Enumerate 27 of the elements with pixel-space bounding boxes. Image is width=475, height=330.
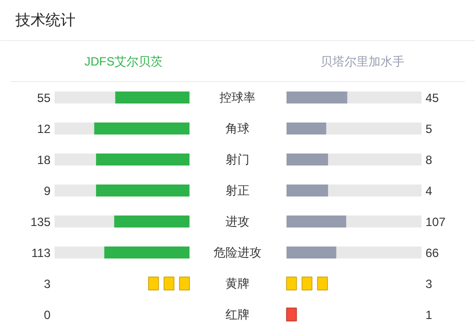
category-label: 进攻: [226, 214, 250, 228]
data-label: 12: [37, 122, 51, 136]
category-label: 射正: [226, 184, 250, 198]
category-label: 射门: [226, 152, 250, 166]
category-label: 红牌: [226, 308, 250, 322]
data-label: 18: [37, 153, 51, 167]
data-label: 55: [37, 91, 51, 105]
category-label: 角球: [226, 122, 250, 136]
data-label: 3: [44, 277, 51, 291]
data-label: 8: [426, 153, 432, 167]
text: 技术统计: [14, 12, 76, 29]
data-label: 5: [426, 122, 432, 136]
data-label: 9: [44, 184, 51, 198]
legend-label: JDFS艾尔贝茨: [84, 54, 162, 68]
data-label: 107: [426, 215, 446, 229]
data-label: 4: [426, 184, 432, 198]
legend-label: 贝塔尔里加水手: [320, 54, 404, 68]
data-label: 135: [30, 215, 51, 229]
category-label: 控球率: [220, 90, 256, 104]
data-label: 3: [426, 277, 432, 291]
data-label: 66: [426, 246, 440, 260]
data-label: 45: [426, 91, 440, 105]
data-label: 0: [44, 308, 51, 322]
data-label: 113: [31, 246, 51, 260]
category-label: 危险进攻: [214, 246, 262, 260]
data-label: 1: [426, 308, 432, 322]
category-label: 黄牌: [226, 276, 250, 290]
